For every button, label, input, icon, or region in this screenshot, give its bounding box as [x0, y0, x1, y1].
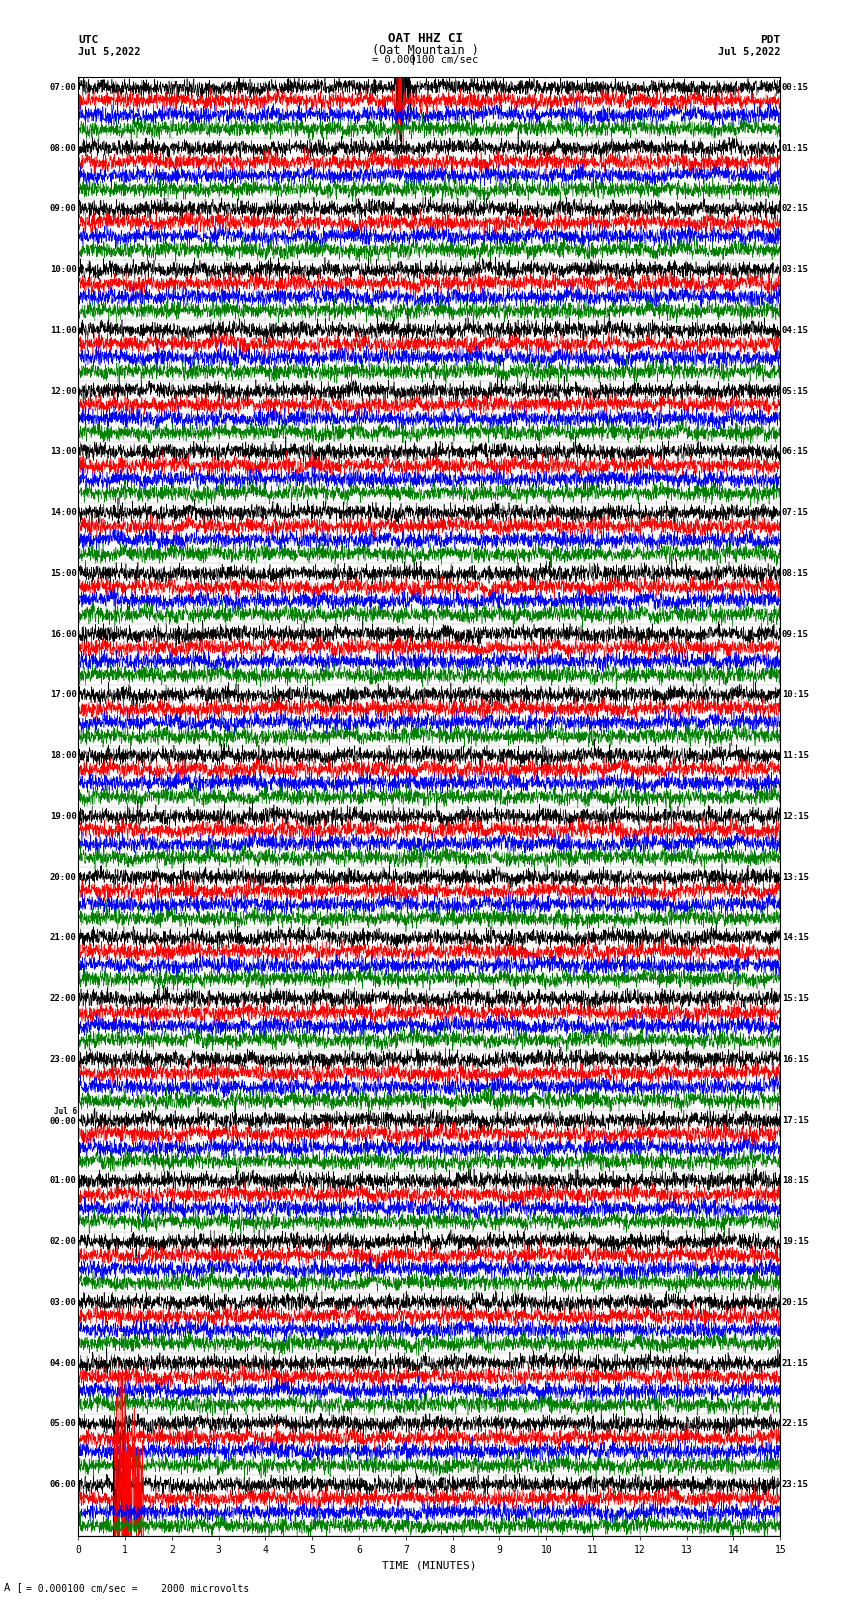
- Text: 03:15: 03:15: [782, 265, 808, 274]
- Text: 01:15: 01:15: [782, 144, 808, 153]
- Text: 05:00: 05:00: [50, 1419, 76, 1429]
- Text: |: |: [409, 53, 416, 65]
- Text: 23:00: 23:00: [50, 1055, 76, 1065]
- Text: 14:00: 14:00: [50, 508, 76, 518]
- Text: 02:15: 02:15: [782, 205, 808, 213]
- Text: 07:15: 07:15: [782, 508, 808, 518]
- Text: 15:15: 15:15: [782, 994, 808, 1003]
- Text: 21:00: 21:00: [50, 934, 76, 942]
- Text: Jul 5,2022: Jul 5,2022: [717, 47, 780, 56]
- Text: 16:00: 16:00: [50, 629, 76, 639]
- Text: 08:15: 08:15: [782, 569, 808, 577]
- Text: 05:15: 05:15: [782, 387, 808, 395]
- Text: 19:00: 19:00: [50, 811, 76, 821]
- Text: 04:15: 04:15: [782, 326, 808, 336]
- Text: 22:15: 22:15: [782, 1419, 808, 1429]
- Text: 20:15: 20:15: [782, 1298, 808, 1307]
- Text: 00:00: 00:00: [50, 1118, 76, 1126]
- Text: 14:15: 14:15: [782, 934, 808, 942]
- Text: 01:00: 01:00: [50, 1176, 76, 1186]
- Text: 12:00: 12:00: [50, 387, 76, 395]
- Text: (Oat Mountain ): (Oat Mountain ): [371, 44, 479, 56]
- Text: = 0.000100 cm/sec: = 0.000100 cm/sec: [371, 55, 478, 65]
- Text: Jul 6: Jul 6: [54, 1107, 76, 1116]
- Text: 20:00: 20:00: [50, 873, 76, 882]
- Text: 10:00: 10:00: [50, 265, 76, 274]
- Text: 13:00: 13:00: [50, 447, 76, 456]
- Text: 21:15: 21:15: [782, 1358, 808, 1368]
- Text: 09:00: 09:00: [50, 205, 76, 213]
- Text: = 0.000100 cm/sec =    2000 microvolts: = 0.000100 cm/sec = 2000 microvolts: [26, 1584, 249, 1594]
- Text: 15:00: 15:00: [50, 569, 76, 577]
- Text: 11:15: 11:15: [782, 752, 808, 760]
- Text: 08:00: 08:00: [50, 144, 76, 153]
- Text: Jul 5,2022: Jul 5,2022: [78, 47, 141, 56]
- Text: 17:00: 17:00: [50, 690, 76, 700]
- Text: A [: A [: [4, 1582, 23, 1592]
- Text: PDT: PDT: [760, 35, 780, 45]
- Text: 03:00: 03:00: [50, 1298, 76, 1307]
- Text: 16:15: 16:15: [782, 1055, 808, 1065]
- Text: 02:00: 02:00: [50, 1237, 76, 1247]
- Text: 18:15: 18:15: [782, 1176, 808, 1186]
- Text: OAT HHZ CI: OAT HHZ CI: [388, 32, 462, 45]
- Text: 17:15: 17:15: [782, 1116, 808, 1124]
- Text: 07:00: 07:00: [50, 82, 76, 92]
- Text: 23:15: 23:15: [782, 1481, 808, 1489]
- X-axis label: TIME (MINUTES): TIME (MINUTES): [382, 1560, 477, 1569]
- Text: 09:15: 09:15: [782, 629, 808, 639]
- Text: 22:00: 22:00: [50, 994, 76, 1003]
- Text: 13:15: 13:15: [782, 873, 808, 882]
- Text: UTC: UTC: [78, 35, 99, 45]
- Text: 06:15: 06:15: [782, 447, 808, 456]
- Text: 06:00: 06:00: [50, 1481, 76, 1489]
- Text: 00:15: 00:15: [782, 82, 808, 92]
- Text: 18:00: 18:00: [50, 752, 76, 760]
- Text: 11:00: 11:00: [50, 326, 76, 336]
- Text: 19:15: 19:15: [782, 1237, 808, 1247]
- Text: 12:15: 12:15: [782, 811, 808, 821]
- Text: 10:15: 10:15: [782, 690, 808, 700]
- Text: 04:00: 04:00: [50, 1358, 76, 1368]
